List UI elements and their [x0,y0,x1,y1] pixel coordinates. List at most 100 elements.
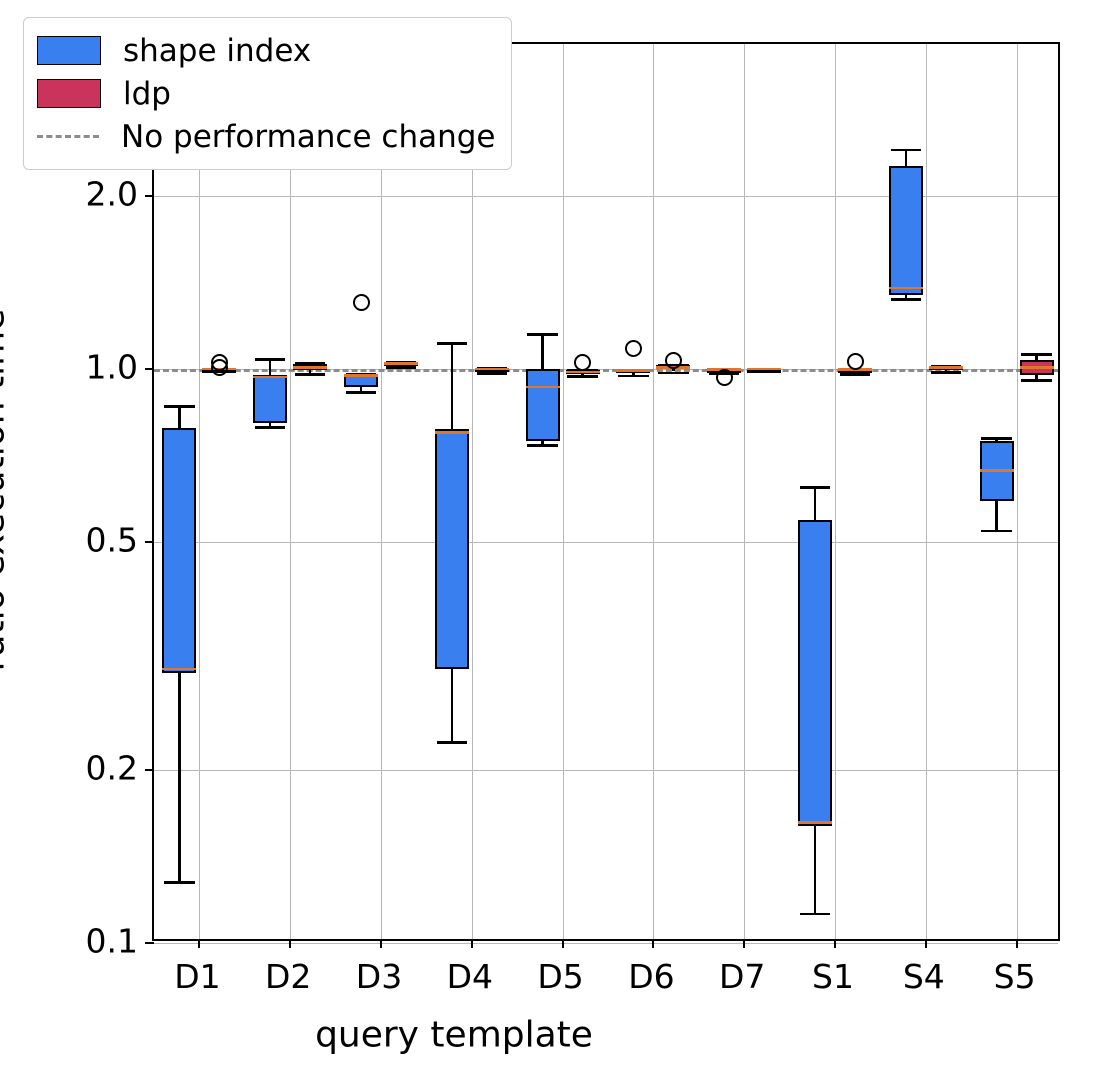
median-line [344,374,378,377]
whisker-lower [813,825,817,913]
legend-item-ldp: ldp [37,72,495,115]
cap-lower [1021,379,1052,382]
box-iqr [525,369,560,441]
cap-lower [345,391,377,394]
gridline-vertical [835,44,836,939]
whisker-upper [268,358,272,376]
cap-lower [930,371,962,374]
cap-lower [839,372,871,376]
legend-color-swatch [37,79,101,108]
box-iqr [253,375,288,424]
whisker-upper [813,486,817,521]
median-line [888,286,923,290]
median-line [384,362,418,365]
x-axis-tick-mark [652,939,655,948]
cap-lower [254,426,286,429]
median-line [979,469,1014,472]
whisker-lower [178,673,181,882]
outlier-marker [664,351,682,369]
cap-lower [799,912,831,916]
median-line [293,366,328,370]
box-iqr [798,520,832,826]
x-axis-tick-label: D3 [355,957,403,996]
median-line [798,821,832,825]
gridline-horizontal [154,770,1058,772]
whisker-upper [1035,353,1038,361]
x-axis-tick-label: D6 [628,957,675,996]
median-line [434,431,469,434]
y-axis-tick-label: 2.0 [85,174,138,214]
cap-upper [1021,353,1052,357]
whisker-lower [581,373,584,376]
x-axis-tick-mark [743,939,746,948]
cap-lower [618,374,649,378]
y-axis-tick-mark [145,195,154,198]
x-axis-tick-mark [198,939,201,948]
legend-label: No performance change [121,118,496,155]
cap-upper [254,358,286,361]
whisker-lower [541,440,544,445]
y-axis-tick-label: 1.0 [85,347,138,387]
whisker-lower [450,669,454,741]
x-axis-tick-label: S4 [902,957,945,996]
y-axis-tick-label: 0.1 [85,921,138,961]
median-line [616,368,651,372]
gridline-vertical [381,44,382,939]
median-line [1019,366,1054,370]
whisker-lower [268,423,272,427]
x-axis-tick-mark [834,939,836,948]
outlier-marker [715,368,733,386]
gridline-vertical [653,44,655,939]
outlier-marker [624,340,642,358]
whisker-upper [904,148,908,167]
x-axis-tick-label: D1 [174,957,221,996]
y-axis-tick-mark [145,540,154,543]
box-iqr [888,166,923,296]
x-axis-tick-mark [470,939,473,948]
gridline-vertical [562,44,564,939]
whisker-lower [672,369,675,372]
cap-lower [658,371,689,375]
y-axis-tick-mark [145,769,154,772]
y-axis-title: ratio execution time [0,308,13,672]
x-axis-tick-label: D5 [537,957,584,996]
median-line [928,366,963,370]
cap-lower [294,372,326,376]
median-line [253,375,288,379]
gridline-horizontal [154,541,1058,543]
whisker-lower [904,295,908,298]
cap-upper [890,148,922,152]
whisker-upper [450,341,454,430]
cap-upper [436,341,468,345]
whisker-lower [1035,375,1038,380]
x-axis-tick-label: D7 [718,957,766,996]
cap-lower [527,444,558,447]
x-axis-tick-label: D2 [264,957,312,996]
gridline-vertical [199,44,201,939]
x-axis-title: query template [315,1014,593,1056]
cap-lower [981,529,1012,533]
legend-label: ldp [123,75,171,112]
cap-lower [476,372,508,375]
box-iqr [162,427,197,674]
y-axis-tick-label: 0.5 [85,520,138,560]
legend-dashed-line-icon [37,135,99,138]
x-axis-tick-label: S5 [993,957,1036,996]
outlier-marker [846,353,864,371]
whisker-lower [359,387,363,392]
cap-upper [164,405,195,408]
gridline-vertical [925,44,927,939]
cap-lower [385,366,417,369]
cap-upper [799,486,831,489]
reference-line-no-performance-change [154,369,1058,372]
whisker-lower [308,370,312,373]
y-axis-tick-mark [145,942,154,944]
cap-upper [981,437,1012,441]
whisker-lower [995,500,998,530]
x-axis-tick-mark [289,939,292,948]
cap-upper [294,361,326,365]
gridline-vertical [471,44,473,939]
cap-lower [436,740,468,744]
cap-lower [567,375,598,379]
